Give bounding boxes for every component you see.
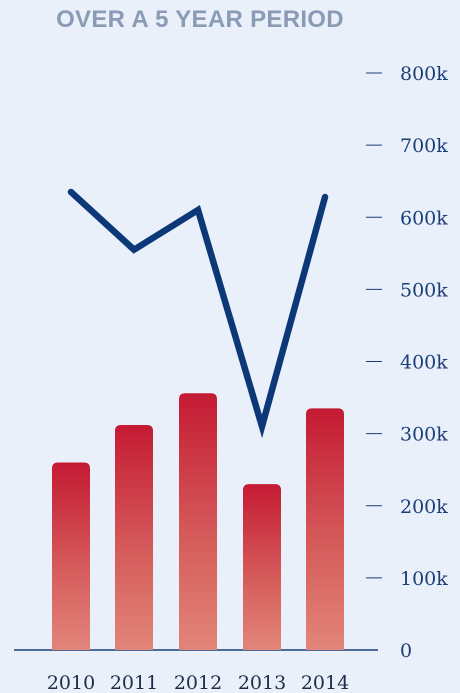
chart-title: OVER A 5 YEAR PERIOD — [56, 6, 344, 33]
bar-2010 — [52, 462, 90, 650]
y-tick-label: 200k — [400, 496, 448, 518]
y-tick-label: 300k — [400, 424, 448, 446]
bars-group — [52, 393, 344, 650]
y-tick-label: 400k — [400, 352, 448, 374]
y-tick-label: 0 — [400, 640, 412, 662]
bar-2012 — [179, 393, 217, 650]
y-tick-label: 600k — [400, 207, 448, 229]
y-tick-label: 800k — [400, 63, 448, 85]
x-tick-label: 2014 — [301, 672, 349, 693]
y-tick-label: 700k — [400, 135, 448, 157]
x-tick-label: 2013 — [238, 672, 286, 693]
bar-2013 — [243, 484, 281, 650]
line-group — [67, 188, 329, 439]
x-axis: 2010 2011 2012 2013 2014 — [47, 672, 349, 693]
x-tick-label: 2012 — [174, 672, 222, 693]
x-tick-label: 2010 — [47, 672, 95, 693]
line-series — [67, 188, 329, 439]
y-tick-label: 100k — [400, 568, 448, 590]
y-axis: 0 100k 200k 300k 400k 500k 600k 700k 800k — [366, 63, 448, 662]
y-tick-label: 500k — [400, 279, 448, 301]
bar-2014 — [306, 408, 344, 650]
x-tick-label: 2011 — [110, 672, 158, 693]
bar-2011 — [115, 424, 153, 650]
